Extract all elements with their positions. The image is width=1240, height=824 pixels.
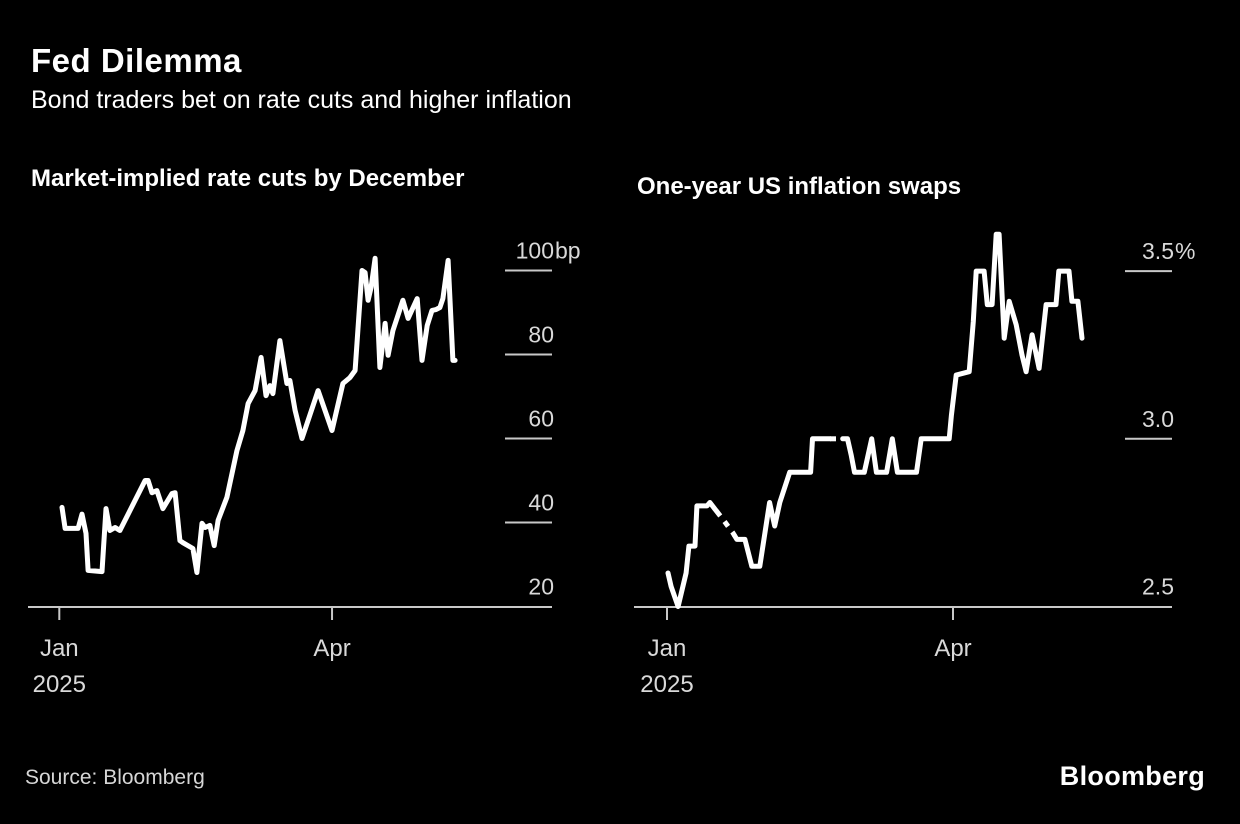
x-tick-sublabel: 2025 bbox=[640, 671, 693, 698]
y-axis-unit-label: % bbox=[1175, 238, 1195, 264]
series-line bbox=[59, 255, 458, 575]
y-tick-label: 80 bbox=[528, 322, 554, 348]
bloomberg-logo: Bloomberg bbox=[1059, 761, 1205, 791]
y-tick-label: 100 bbox=[516, 238, 554, 264]
inflation-swaps-chart: 3.5 % 3.0 2.5 Jan 2025 Apr bbox=[634, 231, 1195, 698]
source-note: Source: Bloomberg bbox=[25, 766, 205, 789]
x-tick-sublabel: 2025 bbox=[33, 671, 86, 698]
x-tick-label: Apr bbox=[934, 635, 971, 662]
series-line bbox=[714, 509, 737, 538]
y-tick-label: 40 bbox=[528, 490, 554, 516]
series-line bbox=[665, 500, 720, 609]
page-subtitle: Bond traders bet on rate cuts and higher… bbox=[31, 86, 572, 114]
page-title: Fed Dilemma bbox=[31, 42, 242, 79]
y-tick-label: 3.5 bbox=[1142, 238, 1174, 264]
left-chart-title: Market-implied rate cuts by December bbox=[31, 165, 465, 192]
x-tick-label: Jan bbox=[648, 635, 687, 662]
y-tick-label: 20 bbox=[528, 574, 554, 600]
rate-cuts-chart: 100 bp 80 60 40 20 Jan 2025 Apr bbox=[28, 238, 581, 698]
series-line bbox=[732, 436, 833, 569]
right-chart-title: One-year US inflation swaps bbox=[637, 173, 962, 200]
x-tick-label: Jan bbox=[40, 635, 79, 662]
y-tick-label: 3.0 bbox=[1142, 406, 1174, 432]
x-tick-label: Apr bbox=[313, 635, 350, 662]
series-line bbox=[840, 231, 1085, 475]
y-tick-label: 60 bbox=[528, 406, 554, 432]
y-axis-unit-label: bp bbox=[555, 238, 581, 264]
y-tick-label: 2.5 bbox=[1142, 574, 1174, 600]
